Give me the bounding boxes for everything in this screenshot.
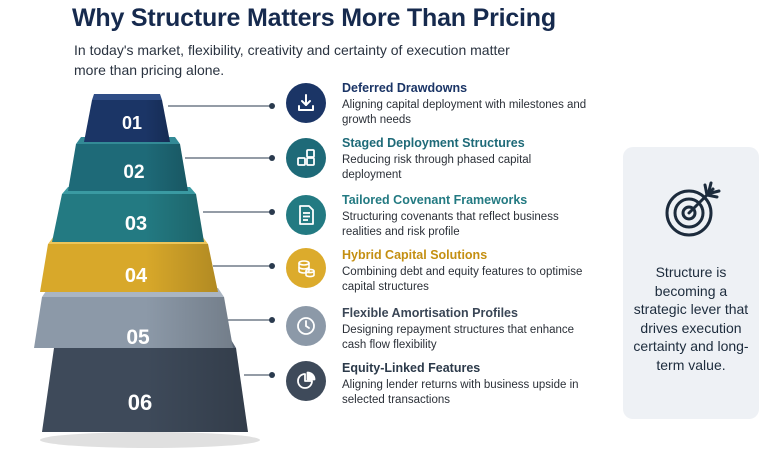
page-title: Why Structure Matters More Than Pricing [72,4,556,32]
download-icon [286,83,326,123]
item-title: Tailored Covenant Frameworks [342,193,528,207]
item-description: Designing repayment structures that enha… [342,324,575,351]
summary-text: Structure is becoming a strategic lever … [633,264,749,373]
tier-number-05: 05 [126,326,150,349]
pyramid-tier-01 [84,94,170,142]
item-title: Flexible Amortisation Profiles [342,306,518,320]
tier-number-04: 04 [125,265,148,287]
pyramid-tier-06 [42,338,248,432]
grid-blocks-icon [286,138,326,178]
item-description: Aligning lender returns with business up… [342,379,579,406]
item-title: Hybrid Capital Solutions [342,248,488,262]
pyramid-tier-04 [40,236,218,292]
item-title: Equity-Linked Features [342,361,481,375]
coins-icon [286,248,326,288]
item-description: Aligning capital deployment with milesto… [342,99,587,126]
item-description: Combining debt and equity features to op… [342,266,583,293]
item-title: Deferred Drawdowns [342,81,468,95]
pie-chart-icon [286,361,326,401]
tier-number-02: 02 [123,162,144,183]
summary-card: Structure is becoming a strategic lever … [623,147,759,419]
tier-number-06: 06 [128,390,152,415]
document-icon [286,195,326,235]
item-description: Structuring covenants that reflect busin… [342,211,559,238]
target-arrow-icon [661,177,725,246]
tier-number-01: 01 [122,113,142,133]
tier-number-03: 03 [125,213,147,235]
item-title: Staged Deployment Structures [342,136,525,150]
page-subtitle: In today's market, flexibility, creativi… [74,42,510,78]
clock-icon [286,306,326,346]
item-description: Reducing risk through phased capital dep… [342,154,532,181]
